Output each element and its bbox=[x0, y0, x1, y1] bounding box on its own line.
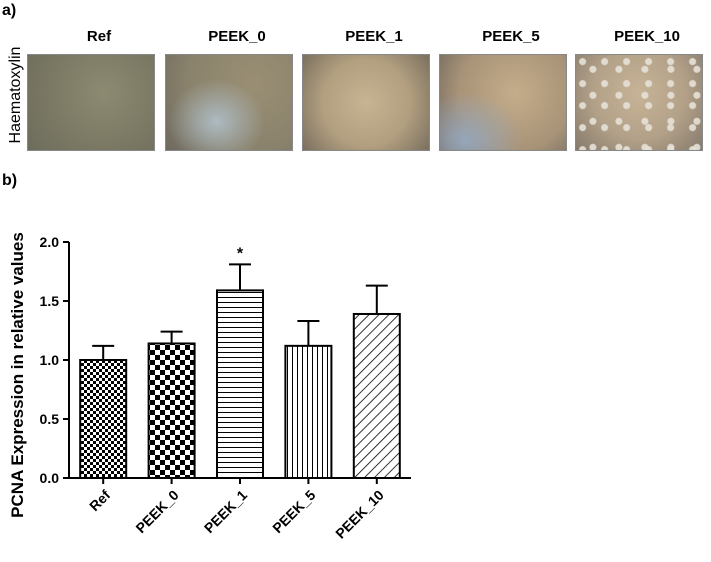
bar-peek1 bbox=[216, 289, 264, 479]
y-tick-label: 0.0 bbox=[40, 470, 60, 486]
y-tick-label: 2.0 bbox=[40, 234, 60, 250]
photo-label-peek1: PEEK_1 bbox=[345, 28, 403, 45]
panel-b-label: b) bbox=[2, 172, 18, 189]
significance-marker: * bbox=[237, 245, 244, 262]
bar-peek0 bbox=[147, 342, 196, 480]
y-tick-label: 1.0 bbox=[40, 352, 60, 368]
x-tick-label: PEEK_10 bbox=[332, 487, 387, 542]
micrograph-ref bbox=[27, 54, 155, 151]
micrograph-peek0 bbox=[165, 54, 293, 151]
micrograph-peek5 bbox=[439, 54, 567, 151]
x-tick-label: PEEK_5 bbox=[269, 487, 318, 536]
y-tick-label: 0.5 bbox=[40, 411, 60, 427]
photo-label-peek0: PEEK_0 bbox=[208, 28, 266, 45]
photo-label-peek10: PEEK_10 bbox=[614, 28, 680, 45]
photo-label-peek5: PEEK_5 bbox=[482, 28, 540, 45]
chart-bars: * bbox=[79, 245, 401, 480]
bar-peek5 bbox=[284, 344, 333, 479]
x-tick-label: PEEK_1 bbox=[201, 487, 250, 536]
bar-ref bbox=[79, 359, 128, 479]
photo-label-ref: Ref bbox=[86, 28, 112, 45]
micrograph-peek1 bbox=[302, 54, 430, 151]
panel-a-label: a) bbox=[2, 2, 17, 19]
x-tick-label: Ref bbox=[86, 487, 114, 515]
y-tick-label: 1.5 bbox=[40, 293, 60, 309]
micrograph-peek10 bbox=[575, 54, 703, 151]
x-tick-label: PEEK_0 bbox=[132, 487, 181, 536]
bar-peek10 bbox=[352, 312, 401, 480]
